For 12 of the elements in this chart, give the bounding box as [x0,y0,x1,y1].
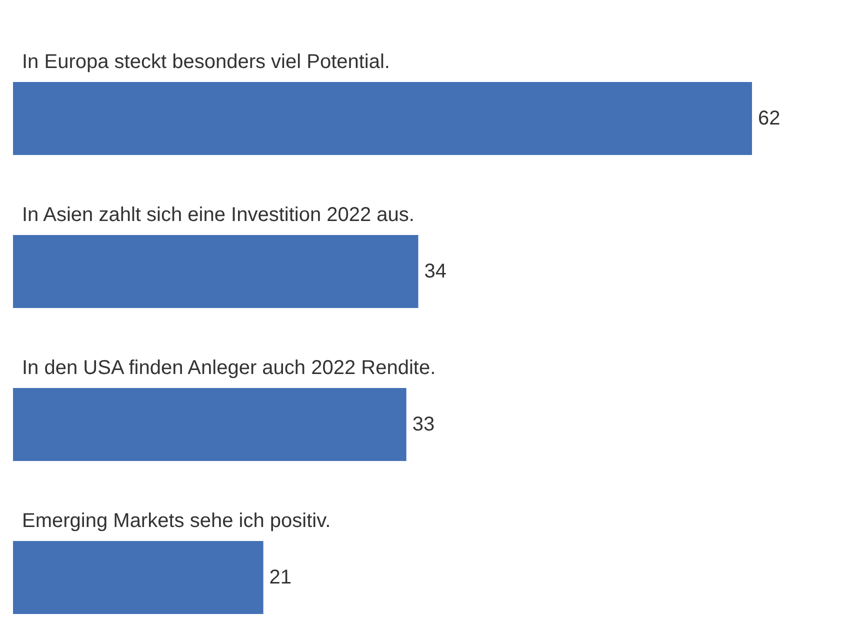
y-tick-label: In den USA finden Anleger auch 2022 Rendite. [22,357,436,379]
y-tick-label: In Europa steckt besonders viel Potential. [22,51,390,73]
data-label: 21 [269,566,292,588]
data-label: 62 [758,108,780,130]
bar [13,388,406,461]
y-tick-label: Emerging Markets sehe ich positiv. [22,510,331,532]
data-label: 34 [424,260,447,282]
bar [13,541,264,614]
data-label: 33 [412,414,435,436]
bar [13,235,418,308]
bar [13,82,752,155]
y-tick-label: In Asien zahlt sich eine Investition 2022 aus. [22,204,414,226]
